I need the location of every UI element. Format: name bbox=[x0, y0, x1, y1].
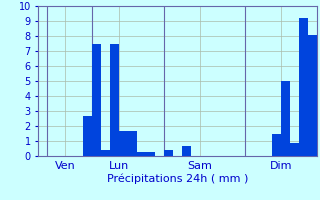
Bar bbox=[299, 18, 308, 156]
Bar bbox=[308, 34, 317, 156]
Bar bbox=[290, 142, 299, 156]
Bar bbox=[182, 146, 191, 156]
Bar bbox=[272, 134, 281, 156]
Bar bbox=[83, 116, 92, 156]
Bar bbox=[137, 152, 146, 156]
Bar bbox=[281, 81, 290, 156]
Bar bbox=[119, 130, 128, 156]
Bar bbox=[164, 150, 173, 156]
Bar bbox=[128, 130, 137, 156]
Bar bbox=[146, 152, 155, 156]
Bar bbox=[92, 44, 101, 156]
Bar bbox=[101, 150, 110, 156]
Bar bbox=[110, 44, 119, 156]
X-axis label: Précipitations 24h ( mm ): Précipitations 24h ( mm ) bbox=[107, 174, 248, 184]
